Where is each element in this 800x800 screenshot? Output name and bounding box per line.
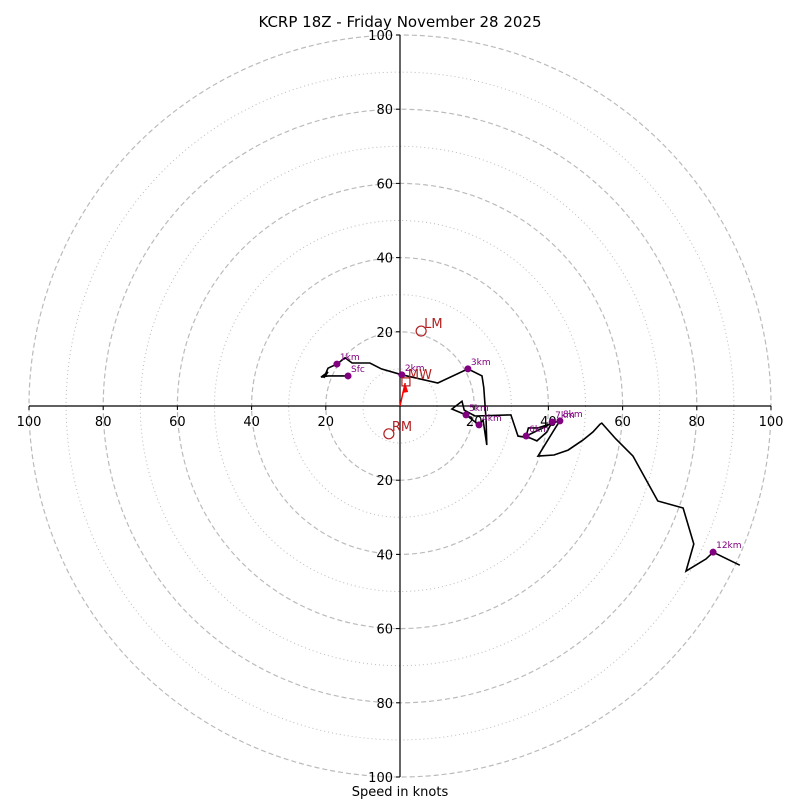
height-marker-2km xyxy=(398,371,406,379)
y-tick-label: 100 xyxy=(368,771,393,786)
x-axis-label: Speed in knots xyxy=(352,785,449,800)
x-tick-label: 60 xyxy=(169,415,186,430)
storm-label-rm: RM xyxy=(392,420,412,435)
x-tick-label: 80 xyxy=(689,415,706,430)
height-label-3km: 3km xyxy=(471,358,491,368)
y-tick-label: 100 xyxy=(368,29,393,44)
y-tick-label: 80 xyxy=(376,103,393,118)
y-tick-label: 40 xyxy=(376,548,393,563)
height-label-5km: 5km xyxy=(469,404,489,414)
y-tick-label: 20 xyxy=(376,474,393,489)
hodograph-trace xyxy=(320,356,741,573)
hodograph-line xyxy=(320,356,741,573)
height-marker-6km xyxy=(522,432,530,440)
height-label-sfc: Sfc xyxy=(351,365,365,375)
height-marker-3km xyxy=(464,365,472,373)
height-marker-12km xyxy=(709,548,717,556)
height-label-6km: 6km xyxy=(529,425,549,435)
height-label-7km: 7km xyxy=(555,411,575,421)
y-tick-label: 80 xyxy=(376,697,393,712)
height-marker-5km xyxy=(462,411,470,419)
x-tick-label: 60 xyxy=(614,415,631,430)
height-marker-8km xyxy=(556,417,564,425)
height-label-1km: 1km xyxy=(340,353,360,363)
storm-label-lm: LM xyxy=(424,317,442,332)
storm-label-mw: MW xyxy=(408,368,432,383)
height-label-12km: 12km xyxy=(716,541,741,551)
x-tick-label: 20 xyxy=(318,415,335,430)
y-tick-label: 60 xyxy=(376,623,393,638)
x-tick-label: 100 xyxy=(17,415,42,430)
x-tick-label: 100 xyxy=(759,415,784,430)
y-tick-label: 60 xyxy=(376,177,393,192)
shear-vector-arrowhead xyxy=(402,382,409,393)
height-marker-sfc xyxy=(344,372,352,380)
x-tick-label: 80 xyxy=(95,415,112,430)
y-tick-label: 20 xyxy=(376,326,393,341)
chart-title: KCRP 18Z - Friday November 28 2025 xyxy=(258,13,541,31)
storm-motion-markers: LM RM MW xyxy=(383,317,443,440)
storm-marker-rm xyxy=(383,428,395,440)
height-label-2km: 2km xyxy=(405,364,425,374)
y-tick-label: 40 xyxy=(376,252,393,267)
storm-marker-mw xyxy=(401,377,411,387)
height-marker-7km xyxy=(548,418,556,426)
storm-marker-lm xyxy=(415,325,427,337)
height-marker-4km xyxy=(475,421,483,429)
height-marker-1km xyxy=(333,360,341,368)
height-label-8km: 8km xyxy=(563,410,583,420)
height-label-4km: 4km xyxy=(482,414,502,424)
x-tick-label: 40 xyxy=(243,415,260,430)
